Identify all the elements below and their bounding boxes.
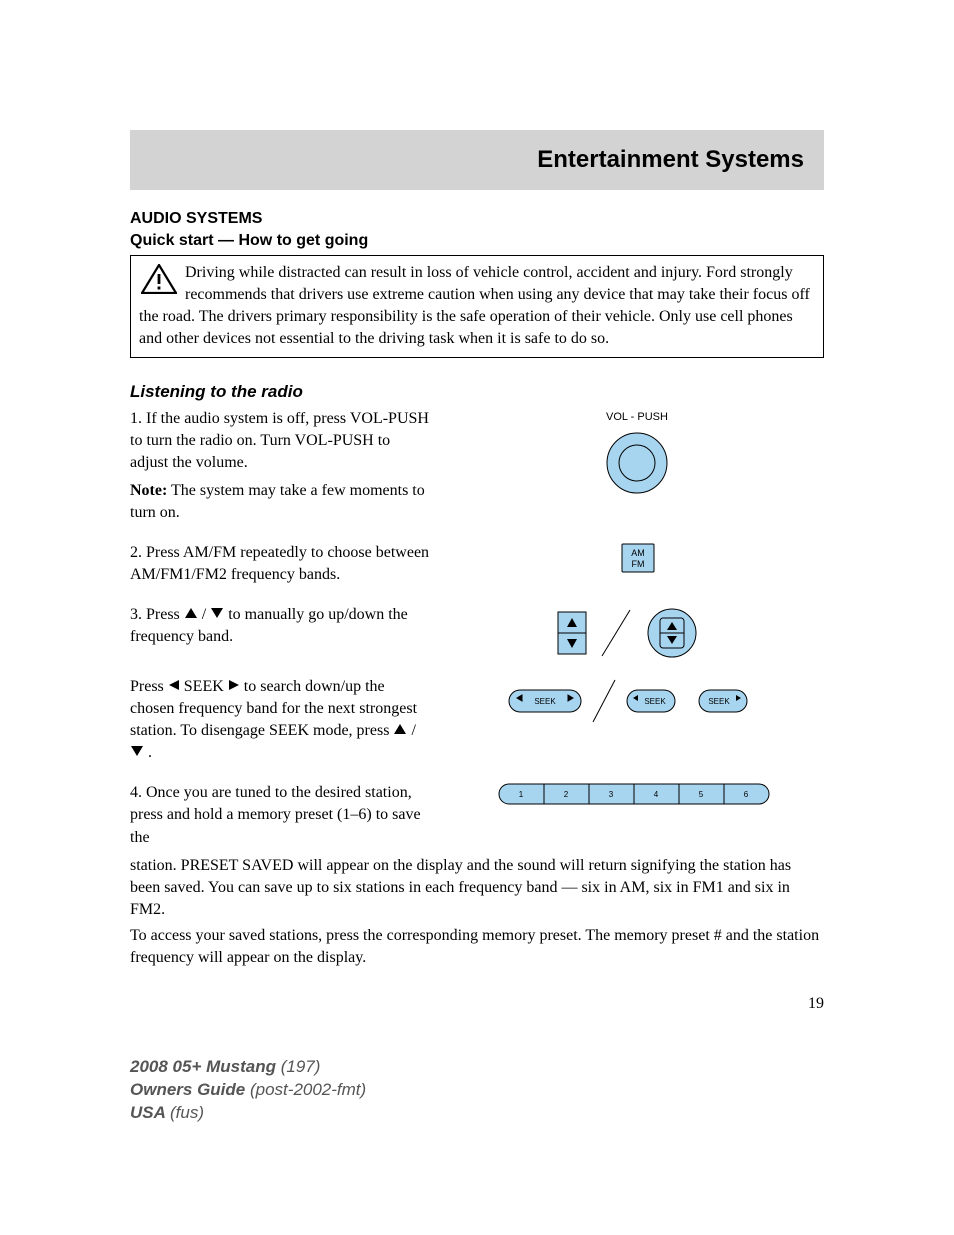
page-number: 19	[130, 995, 824, 1013]
section-line-2: Quick start — How to get going	[130, 230, 824, 252]
tune-buttons-figure	[552, 604, 722, 664]
footer-l2a: Owners Guide	[130, 1080, 250, 1099]
step-3-row: 3. Press / to manually go up/down the fr…	[130, 604, 824, 664]
note-label: Note:	[130, 482, 167, 499]
footer: 2008 05+ Mustang (197) Owners Guide (pos…	[130, 1056, 366, 1125]
step-2-row: 2. Press AM/FM repeatedly to choose betw…	[130, 542, 824, 592]
warning-box: Driving while distracted can result in l…	[130, 255, 824, 357]
preset-3: 3	[609, 790, 614, 799]
seek-end: .	[144, 744, 152, 761]
footer-l1b: (197)	[281, 1057, 321, 1076]
section-line-1: AUDIO SYSTEMS	[130, 208, 824, 230]
section-heading: AUDIO SYSTEMS Quick start — How to get g…	[130, 208, 824, 251]
step3-mid: /	[198, 606, 210, 623]
footer-l3b: (fus)	[170, 1103, 204, 1122]
triangle-down-icon	[210, 607, 224, 619]
step-4-row: 4. Once you are tuned to the desired sta…	[130, 782, 824, 854]
preset-buttons-figure: 1 2 3 4 5 6	[497, 782, 777, 806]
seek-row: Press SEEK to search down/up the chosen …	[130, 676, 824, 770]
fm-label: FM	[632, 559, 645, 569]
preset-4: 4	[654, 790, 659, 799]
vol-push-figure: VOL - PUSH	[577, 408, 697, 500]
step-4-text-a: 4. Once you are tuned to the desired sta…	[130, 782, 430, 848]
seek-btn-label-2: SEEK	[644, 697, 666, 706]
note-text: The system may take a few moments to tur…	[130, 482, 425, 521]
triangle-down-icon	[130, 745, 144, 757]
am-label: AM	[631, 548, 645, 558]
subheading: Listening to the radio	[130, 382, 824, 402]
seek-mid2: /	[407, 722, 415, 739]
chapter-header: Entertainment Systems	[130, 130, 824, 190]
seek-label-inline: SEEK	[180, 678, 228, 695]
footer-l3a: USA	[130, 1103, 170, 1122]
am-fm-button-figure: AM FM	[607, 542, 667, 576]
step-4-text-c: To access your saved stations, press the…	[130, 925, 824, 969]
preset-2: 2	[564, 790, 569, 799]
preset-1: 1	[519, 790, 524, 799]
footer-l2b: (post-2002-fmt)	[250, 1080, 366, 1099]
triangle-left-icon	[168, 679, 180, 691]
chapter-title: Entertainment Systems	[537, 146, 804, 173]
step-3-text: 3. Press / to manually go up/down the fr…	[130, 604, 430, 648]
triangle-right-icon	[228, 679, 240, 691]
step-1-text: 1. If the audio system is off, press VOL…	[130, 408, 430, 474]
step-2-text: 2. Press AM/FM repeatedly to choose betw…	[130, 542, 430, 586]
preset-5: 5	[699, 790, 704, 799]
step-1-note: Note: The system may take a few moments …	[130, 480, 430, 524]
triangle-up-icon	[184, 607, 198, 619]
warning-icon	[141, 264, 177, 294]
seek-btn-label-3: SEEK	[708, 697, 730, 706]
step3-pre: 3. Press	[130, 606, 184, 623]
seek-text: Press SEEK to search down/up the chosen …	[130, 676, 430, 764]
step-1-row: 1. If the audio system is off, press VOL…	[130, 408, 824, 530]
step-4-text-b: station. PRESET SAVED will appear on the…	[130, 855, 824, 921]
triangle-up-icon	[393, 723, 407, 735]
seek-btn-label-1: SEEK	[534, 697, 556, 706]
vol-push-label: VOL - PUSH	[606, 411, 668, 423]
footer-l1a: 2008 05+ Mustang	[130, 1057, 281, 1076]
warning-text: Driving while distracted can result in l…	[139, 264, 810, 347]
seek-pre: Press	[130, 678, 168, 695]
seek-buttons-figure: SEEK SEEK SEEK	[507, 676, 767, 726]
preset-6: 6	[744, 790, 749, 799]
